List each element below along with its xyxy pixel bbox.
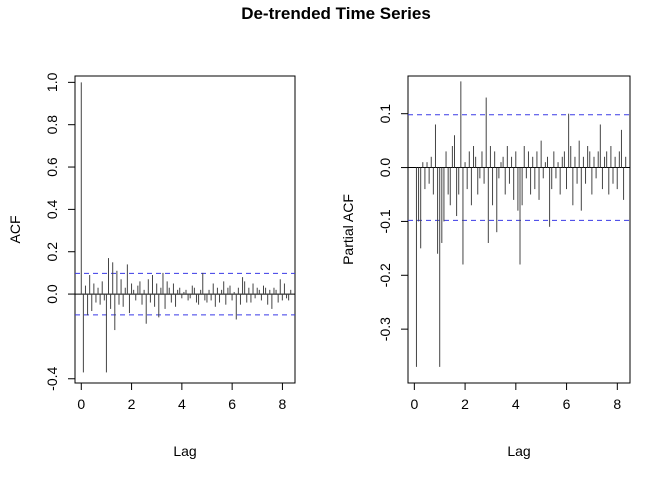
acf-x-tick-label: 2 (128, 396, 136, 412)
pacf-x-tick-label: 8 (613, 396, 621, 412)
pacf-y-tick-label: -0.1 (377, 209, 393, 233)
acf-y-tick-label: 0.6 (44, 157, 60, 177)
acf-x-tick-label: 0 (77, 396, 85, 412)
acf-y-tick-label: 0.2 (44, 242, 60, 262)
acf-x-tick-label: 4 (178, 396, 186, 412)
acf-y-tick-label: -0.4 (44, 366, 60, 390)
pacf-x-tick-label: 0 (410, 396, 418, 412)
acf-x-axis-label: Lag (173, 443, 196, 459)
pacf-y-axis-label: Partial ACF (340, 194, 356, 265)
acf-y-tick-label: 0.8 (44, 115, 60, 135)
acf-y-axis-label: ACF (7, 216, 23, 244)
pacf-y-tick-label: -0.2 (377, 263, 393, 287)
pacf-y-tick-label: 0.0 (377, 158, 393, 178)
chart-title: De-trended Time Series (241, 4, 431, 23)
acf-y-tick-label: 0.4 (44, 199, 60, 219)
acf-y-tick-label: 1.0 (44, 72, 60, 92)
acf-x-tick-label: 8 (279, 396, 287, 412)
acf-x-tick-label: 6 (228, 396, 236, 412)
pacf-y-tick-label: 0.1 (377, 104, 393, 124)
pacf-panel: 0 2 4 6 8 -0.3 -0.2 -0.1 0.0 0.1 Lag Partial ACF (340, 75, 631, 459)
acf-plot-frame (74, 75, 296, 384)
pacf-x-tick-label: 4 (512, 396, 520, 412)
pacf-plot-frame (407, 75, 631, 384)
pacf-x-tick-label: 6 (563, 396, 571, 412)
pacf-y-tick-label: -0.3 (377, 317, 393, 341)
pacf-x-tick-label: 2 (461, 396, 469, 412)
acf-y-tick-label: 0.0 (44, 284, 60, 304)
acf-panel: 0 2 4 6 8 -0.4 0.0 0.2 0.4 0.6 0.8 1.0 Lag ACF (7, 72, 296, 459)
pacf-x-axis-label: Lag (507, 443, 530, 459)
